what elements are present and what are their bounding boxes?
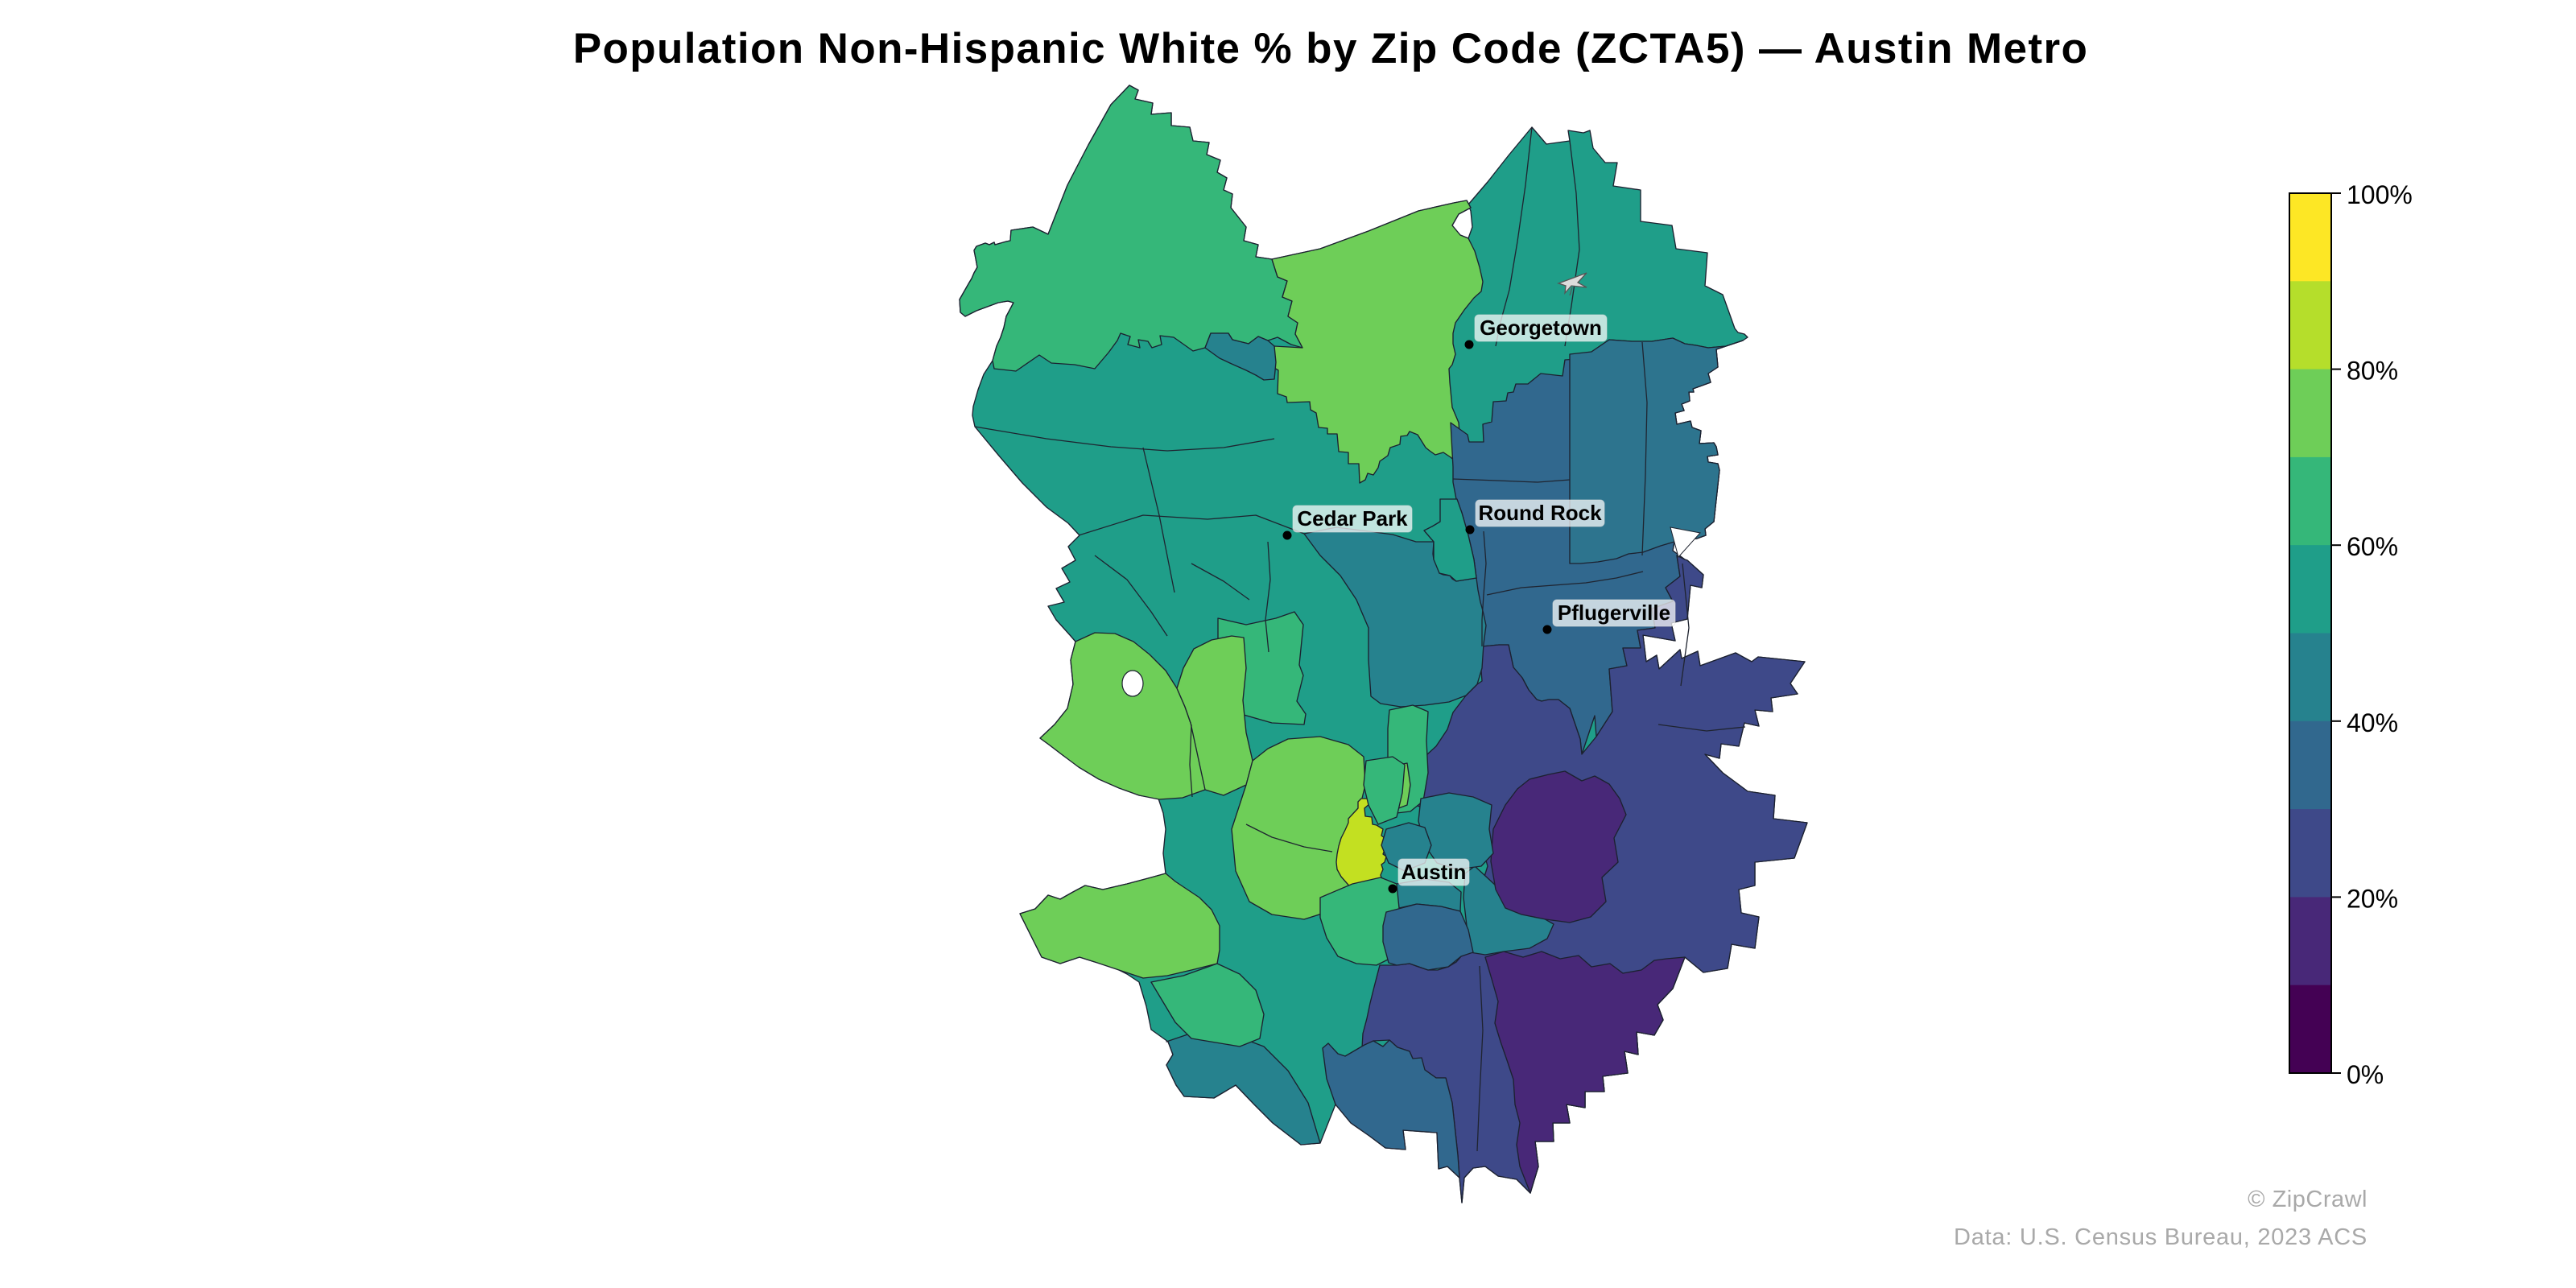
svg-text:100%: 100% xyxy=(2347,180,2413,209)
svg-text:40%: 40% xyxy=(2347,708,2398,737)
svg-text:Pflugerville: Pflugerville xyxy=(1558,601,1670,625)
svg-text:Data: U.S. Census Bureau, 2023: Data: U.S. Census Bureau, 2023 ACS xyxy=(1954,1224,2368,1250)
svg-text:0%: 0% xyxy=(2347,1060,2384,1089)
svg-text:Population Non-Hispanic White: Population Non-Hispanic White % by Zip C… xyxy=(573,25,2089,72)
svg-text:Austin: Austin xyxy=(1402,860,1467,884)
svg-text:Round Rock: Round Rock xyxy=(1478,501,1602,525)
svg-text:Georgetown: Georgetown xyxy=(1480,316,1602,340)
svg-text:60%: 60% xyxy=(2347,532,2398,561)
svg-text:© ZipCrawl: © ZipCrawl xyxy=(2248,1187,2368,1212)
svg-text:Cedar Park: Cedar Park xyxy=(1297,506,1408,530)
svg-text:80%: 80% xyxy=(2347,357,2398,386)
svg-text:20%: 20% xyxy=(2347,884,2398,913)
